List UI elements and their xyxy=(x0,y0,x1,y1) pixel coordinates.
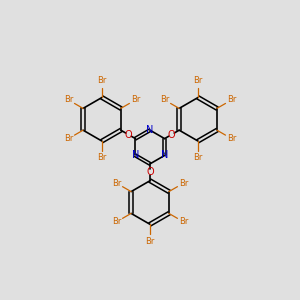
Text: Br: Br xyxy=(227,95,236,104)
Text: Br: Br xyxy=(131,95,140,104)
Text: Br: Br xyxy=(112,179,121,188)
Text: N: N xyxy=(161,150,168,161)
Text: Br: Br xyxy=(194,76,203,85)
Text: Br: Br xyxy=(179,217,188,226)
Text: O: O xyxy=(168,130,175,140)
Text: N: N xyxy=(146,125,154,135)
Text: Br: Br xyxy=(97,76,106,85)
Text: Br: Br xyxy=(97,153,106,162)
Text: Br: Br xyxy=(227,134,236,143)
Text: Br: Br xyxy=(64,95,73,104)
Text: Br: Br xyxy=(179,179,188,188)
Text: Br: Br xyxy=(64,134,73,143)
Text: Br: Br xyxy=(145,237,155,246)
Text: O: O xyxy=(125,130,132,140)
Text: Br: Br xyxy=(194,153,203,162)
Text: Br: Br xyxy=(112,217,121,226)
Text: O: O xyxy=(146,167,154,177)
Text: N: N xyxy=(132,150,139,161)
Text: Br: Br xyxy=(160,95,169,104)
